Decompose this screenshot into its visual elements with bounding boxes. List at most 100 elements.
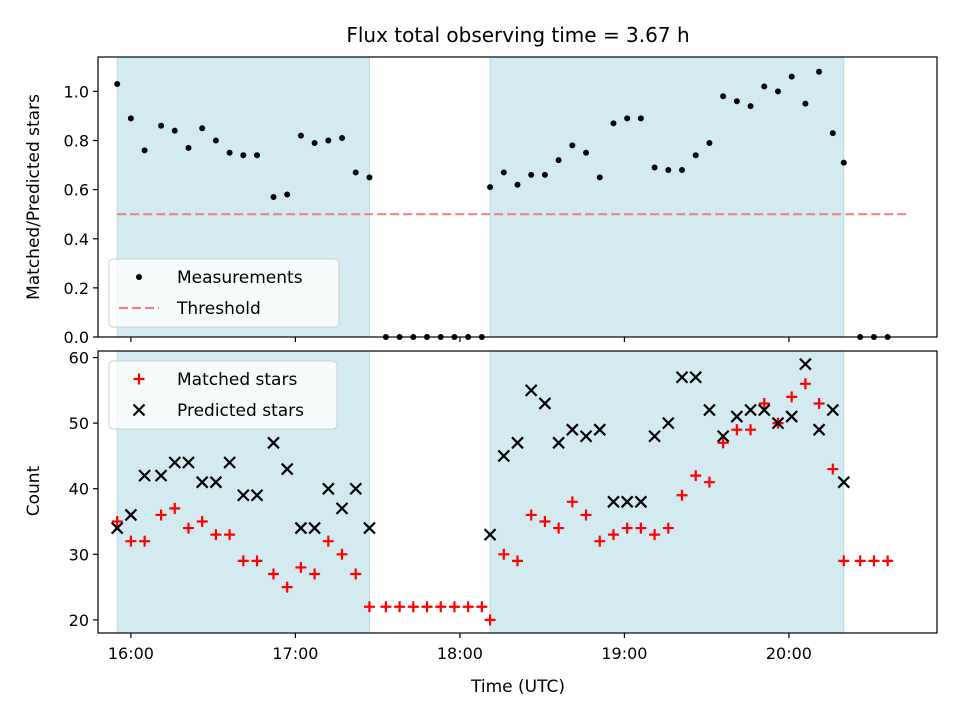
legend-marker-measurements — [136, 274, 142, 280]
predicted-stars-point — [538, 397, 552, 410]
predicted-stars-point — [138, 469, 151, 482]
y-tick-label: 30 — [69, 545, 89, 564]
predicted-stars-point — [579, 429, 593, 443]
measurements-point — [199, 125, 206, 132]
matched-stars-point — [607, 529, 619, 541]
matched-stars-point — [553, 522, 565, 534]
predicted-stars-point — [662, 416, 675, 430]
measurements-point — [720, 93, 727, 100]
chart-title: Flux total observing time = 3.67 h — [346, 23, 689, 47]
predicted-stars-point — [110, 521, 124, 535]
measurements-point — [569, 142, 576, 149]
predicted-stars-point — [168, 456, 182, 469]
measurements-point — [158, 122, 165, 129]
predicted-stars-point — [223, 456, 236, 469]
shade-layer — [116, 56, 845, 634]
x-tick-label: 20:00 — [766, 644, 812, 663]
measurements-point — [254, 152, 261, 159]
matched-stars-point — [498, 548, 510, 560]
matched-stars-point — [484, 614, 496, 626]
matched-stars-point — [237, 555, 249, 567]
matched-stars-point — [281, 581, 293, 593]
predicted-stars-point — [363, 521, 376, 535]
measurements-point — [212, 137, 219, 144]
matched-stars-point — [512, 555, 523, 567]
matched-stars-point — [394, 601, 406, 613]
measurements-point — [339, 135, 346, 142]
measurements-point — [596, 174, 603, 181]
measurements-point — [840, 159, 847, 166]
matched-stars-point — [594, 535, 606, 547]
predicted-stars-point — [308, 521, 321, 535]
legend-label-measurements: Measurements — [177, 268, 303, 288]
predicted-stars-point — [322, 482, 335, 495]
predicted-stars-point — [335, 502, 349, 515]
y-tick-label: 0.8 — [64, 132, 89, 151]
matched-stars-point — [676, 489, 688, 501]
matched-stars-point — [309, 568, 321, 580]
predicted-stars-point — [349, 482, 363, 495]
matched-stars-point — [621, 522, 633, 534]
measurements-point — [270, 194, 277, 200]
x-axis-label: Time (UTC) — [470, 677, 565, 697]
plot-frame-1 — [97, 350, 938, 634]
matched-stars-point — [566, 496, 578, 508]
y-tick-label: 20 — [69, 611, 89, 630]
legend-label-threshold: Threshold — [176, 299, 261, 319]
matched-stars-point — [295, 561, 307, 573]
predicted-stars-point — [511, 436, 524, 450]
measurements-point — [171, 127, 178, 134]
matched-stars-point — [580, 509, 592, 521]
measurements-point — [500, 169, 507, 176]
measurements-point — [487, 184, 494, 191]
y-tick-label: 50 — [69, 414, 89, 433]
matched-stars-point — [799, 378, 811, 390]
matched-stars-point — [813, 397, 825, 409]
matched-stars-point — [731, 424, 743, 436]
matched-stars-point — [758, 397, 770, 409]
measurements-point — [637, 115, 644, 122]
measurements-point — [555, 157, 562, 164]
measurements-point — [127, 115, 134, 122]
predicted-stars-point — [195, 475, 209, 489]
predicted-stars-point — [634, 495, 648, 509]
predicted-stars-point — [675, 370, 689, 384]
measurements-point — [679, 166, 686, 173]
x-tick-label: 19:00 — [601, 644, 647, 663]
predicted-stars-point — [483, 528, 497, 541]
tick-layer: 0.0 0.2 0.4 0.6 0.8 1.0 20 30 40 50 60 16:00 17:00 18… — [64, 82, 812, 663]
legend-box-0 — [108, 258, 340, 328]
measurements-point — [311, 139, 318, 146]
y-tick-label: 0.6 — [64, 181, 89, 200]
matched-stars-point — [525, 509, 537, 521]
matched-stars-point — [111, 516, 123, 528]
predicted-stars-point — [524, 384, 538, 397]
predicted-stars-point — [237, 489, 250, 502]
matched-stars-point — [125, 535, 137, 547]
matched-stars-point — [363, 601, 375, 613]
predicted-stars-point — [771, 416, 785, 430]
matched-stars-point — [182, 522, 194, 534]
matched-stars-point — [267, 568, 279, 580]
y-axis-label-top: Matched/Predicted stars — [24, 94, 44, 300]
matched-stars-point — [448, 601, 460, 613]
matched-stars-point — [196, 516, 208, 528]
matched-stars-point — [854, 555, 866, 567]
matched-stars-point — [139, 535, 151, 547]
matched-stars-point — [210, 529, 222, 541]
matched-stars-point — [868, 555, 880, 567]
y-axis-label-bottom: Count — [24, 465, 44, 516]
measurements-point — [610, 120, 617, 127]
measurements-point — [366, 174, 373, 181]
measurements-point — [541, 171, 548, 178]
shaded-interval-0-1 — [489, 56, 845, 338]
matched-stars-point — [539, 516, 551, 528]
predicted-stars-point — [182, 456, 195, 469]
legend-layer: Measurements Threshold Matched stars Predic… — [108, 258, 340, 430]
measurements-point — [747, 103, 754, 110]
matched-stars-point — [435, 601, 447, 613]
predicted-stars-point — [837, 475, 851, 489]
measurements-point — [802, 100, 809, 107]
measurements-point — [325, 137, 332, 144]
